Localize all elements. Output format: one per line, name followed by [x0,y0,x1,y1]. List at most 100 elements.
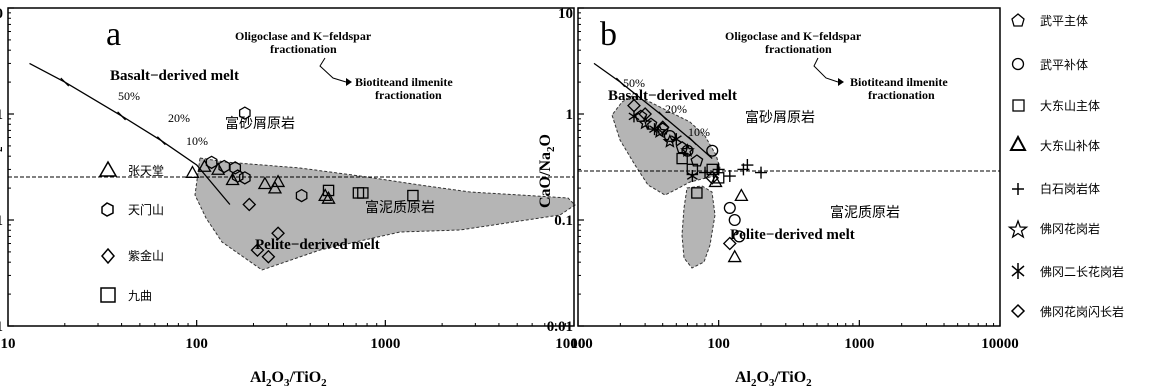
panel-a-biotite-label-2: fractionation [375,88,442,102]
panel-a-arrow-head [346,78,352,86]
panel-b-ytick-label: 1 [566,107,574,123]
panel-a-point-hexagon [229,161,242,175]
panel-b-point-asterisk [649,123,661,136]
panel-a-curve-tick [60,77,70,87]
panel-b-point-star [680,143,695,157]
panel-a-pct-50: 50% [118,89,140,103]
panel-b-point-circle [706,144,719,157]
panel-b-point-diamond [722,236,737,251]
panel-b-point-triangle [727,249,742,263]
panel-a-point-hexagon [238,171,251,185]
panel-b-ylabel: CaO/Na2O [537,134,557,208]
panel-b-pct-10: 10% [688,125,710,139]
panel-b-basalt-label: Basalt−derived melt [608,88,737,104]
panel-b-point-circle [663,129,676,143]
panel-a-curve-tick [117,111,127,121]
panel-b-point-circle [723,201,736,214]
panel-a-frame [7,7,575,327]
panel-b-mud-label: 富泥质原岩 [830,204,900,221]
panel-b-point-pentagon [644,117,658,130]
panel-b-point-plus [699,166,712,179]
panel-b-curve-tick [658,111,668,121]
panel-a-ytick-label: 0.1 [0,213,3,229]
panel-b-xtick-label: 1000 [844,336,874,352]
legend-b-label-3: 大东山补体 [1040,139,1100,153]
panel-b-point-triangle [734,188,749,202]
panel-b-arrow-head [838,78,844,86]
panel-a-point-triangle [321,191,336,204]
panel-b-point-square [691,187,703,199]
panel-b-xtick-label: 100 [707,336,730,352]
panel-b-curve-tick [615,77,625,87]
panel-a-point-hexagon [295,188,308,203]
panel-a-point-square [322,184,335,197]
legend-b-triangle-icon [1009,134,1027,151]
panel-b-curve-tick [687,136,697,146]
panel-a-point-hexagon [238,106,251,120]
panel-b-point-circle [728,213,741,227]
panel-a-point-square [357,187,369,199]
panel-b-point-star [662,133,678,148]
panel-a-point-diamond [250,243,265,258]
legend-b-label-7: 佛冈花岗闪长岩 [1040,304,1124,319]
panel-a-pelite-field [194,157,576,271]
panel-a-point-hexagon [205,155,218,170]
panel-a-letter: a [106,16,121,53]
legend-b-label-2: 大东山主体 [1040,99,1100,113]
panel-b-point-asterisk [686,170,698,183]
panel-b-biotite-label-2: fractionation [868,88,935,102]
panel-b-oligoclase-label-2: fractionation [765,42,832,56]
panel-b-point-plus [712,163,725,176]
panel-a-sand-label: 富砂屑原岩 [225,115,295,132]
panel-a-point-triangle [211,162,226,175]
legend-a-label-0: 张天堂 [128,164,164,178]
panel-b-xtick-label: 10 [571,336,586,352]
panel-b-ytick-label: 0.01 [547,319,573,335]
panel-a-point-triangle [267,180,283,194]
panel-b-xtick-label: 10000 [981,336,1019,352]
panel-b-oligoclase-label-1: Oligoclase and K−feldspar [725,29,862,43]
legend-b-plus-icon [1012,183,1024,195]
panel-a-biotite-label-1: Biotiteand ilmenite [355,75,453,89]
panel-b-sand-label: 富砂屑原岩 [745,109,815,126]
panel-b-point-circle [733,230,746,243]
panel-b-point-plus [755,166,768,179]
panel-b-point-triangle [708,174,723,188]
panel-b-fractionation-arrow [813,57,839,83]
panel-a-pct-20: 20% [168,111,190,125]
panel-a-legend: 张天堂 天门山 紫金山 九曲 [98,160,164,303]
legend-b-label-1: 武平补体 [1040,58,1088,72]
panel-b-ytick-label: 0.1 [554,213,573,229]
panel-a-point-diamond [242,197,257,212]
legend-b-label-5: 佛冈花岗岩 [1040,221,1100,236]
panel-b-letter: b [600,16,617,53]
panel-b-frame [577,7,1001,327]
panel-a-point-triangle [257,176,273,190]
panel-a-ytick-label: 10 [0,6,3,22]
panel-b-point-diamond [638,107,653,121]
panel-a-basalt-label: Basalt−derived melt [110,68,239,84]
panel-a-point-hexagon [218,159,231,174]
panel-b-biotite-label-1: Biotiteand ilmenite [850,75,948,89]
panel-b-point-plus [723,170,736,183]
panel-a-points [185,106,419,264]
legend-b-star-icon [1007,219,1029,239]
panel-b-ytick-label: 10 [558,6,573,22]
panel-b-legend: 武平主体 武平补体 大东山主体 大东山补体 白石岗岩体 佛冈花岗岩 佛冈二长花岗… [1007,13,1124,319]
panel-b: 50% 20% 10% b Basalt−derived melt Pelite… [537,6,1124,386]
panel-b-points [627,98,768,263]
panel-b-pelite-label: Pelite−derived melt [730,227,855,243]
panel-a-xtick-label: 10000 [555,336,593,352]
legend-b-label-6: 佛冈二长花岗岩 [1040,264,1124,279]
panel-b-point-asterisk [670,133,682,146]
panel-a-point-diamond [271,226,285,241]
panel-a-curve-ticks [60,77,166,146]
panel-b-point-diamond [705,170,720,185]
panel-a: 50% 20% 10% a Basalt−derived melt Pelite… [0,6,593,386]
panel-a-fractionation-arrow [319,57,347,83]
legend-a-square-icon [100,287,116,303]
panel-b-pelite-field [681,185,716,269]
